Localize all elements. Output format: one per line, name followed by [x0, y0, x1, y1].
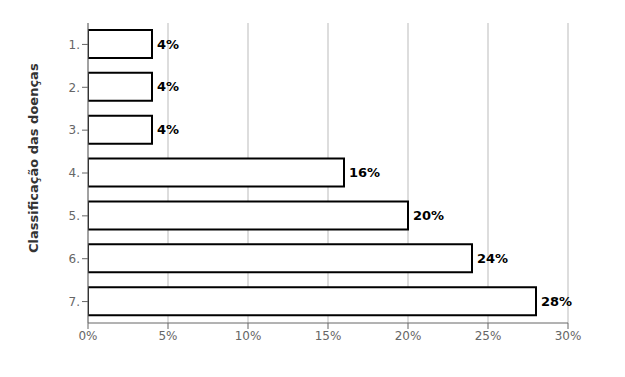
- svg-text:30%: 30%: [555, 329, 582, 343]
- svg-text:28%: 28%: [541, 294, 572, 309]
- svg-text:4%: 4%: [157, 79, 179, 94]
- svg-text:15%: 15%: [315, 329, 342, 343]
- svg-text:1.: 1.: [69, 38, 80, 52]
- svg-text:7.: 7.: [69, 295, 80, 309]
- svg-text:6.: 6.: [69, 252, 80, 266]
- svg-text:0%: 0%: [78, 329, 97, 343]
- svg-text:20%: 20%: [413, 208, 444, 223]
- svg-text:24%: 24%: [477, 251, 508, 266]
- svg-text:Classificação das doenças: Classificação das doenças: [26, 63, 41, 253]
- svg-text:5%: 5%: [158, 329, 177, 343]
- svg-text:4%: 4%: [157, 37, 179, 52]
- svg-text:16%: 16%: [349, 165, 380, 180]
- svg-text:4%: 4%: [157, 122, 179, 137]
- svg-text:25%: 25%: [475, 329, 502, 343]
- svg-text:4.: 4.: [69, 166, 80, 180]
- svg-text:3.: 3.: [69, 123, 80, 137]
- svg-text:10%: 10%: [235, 329, 262, 343]
- svg-text:5.: 5.: [69, 209, 80, 223]
- svg-text:2.: 2.: [69, 81, 80, 95]
- svg-text:20%: 20%: [395, 329, 422, 343]
